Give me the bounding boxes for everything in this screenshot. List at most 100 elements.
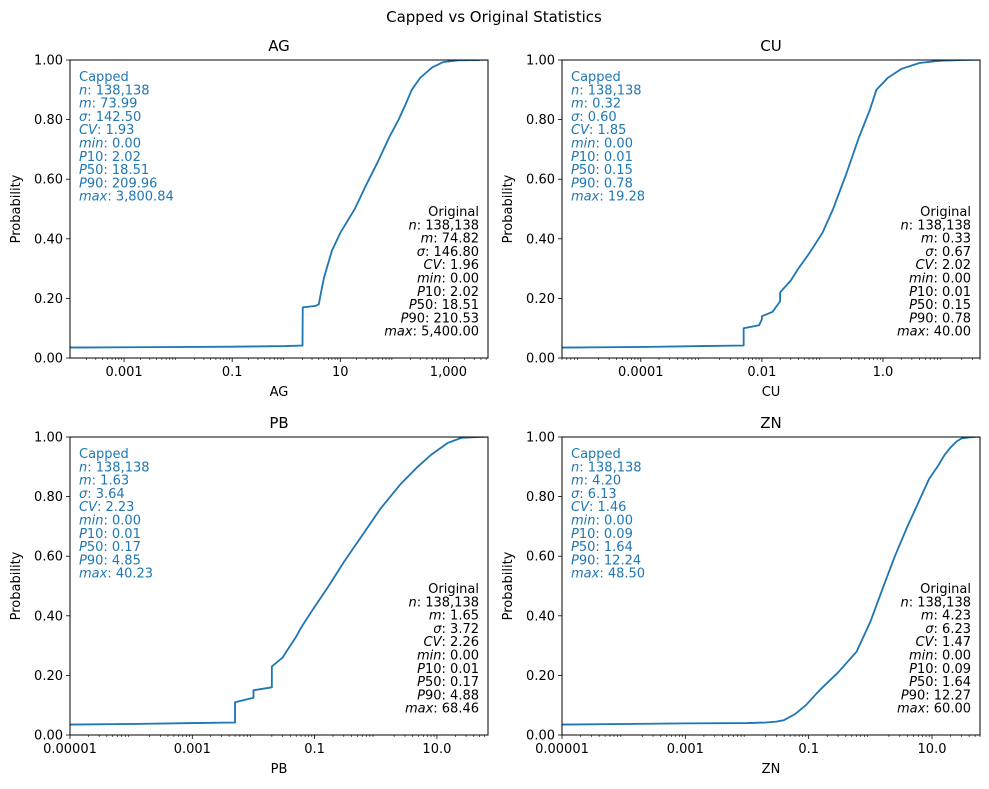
capped-stat-line: P90: 4.85 — [79, 553, 141, 568]
axes-frame — [561, 436, 981, 736]
capped-stat-line: n: 138,138 — [79, 83, 150, 98]
original-stat-line: CV: 2.26 — [424, 635, 479, 650]
capped-stat-line: min: 0.00 — [571, 137, 633, 152]
original-stat-line: m: 0.33 — [921, 232, 971, 247]
y-axis-label: Probability — [9, 551, 24, 620]
original-stat-line: P10: 0.01 — [417, 662, 479, 677]
original-stat-line: min: 0.00 — [417, 649, 479, 664]
capped-stat-line: max: 48.50 — [571, 567, 645, 582]
capped-stat-line: P50: 1.64 — [571, 540, 633, 555]
original-stat-line: P90: 0.78 — [909, 311, 971, 326]
y-tick-label: 0.60 — [34, 173, 63, 188]
original-header: Original — [920, 205, 971, 220]
y-tick-label: 0.80 — [34, 113, 63, 128]
capped-stat-line: CV: 1.85 — [571, 123, 626, 138]
x-tick-label: 0.001 — [105, 365, 142, 380]
original-stat-line: P90: 210.53 — [401, 311, 479, 326]
y-tick-label: 0.20 — [34, 669, 63, 684]
capped-stat-line: P90: 12.24 — [571, 553, 641, 568]
y-tick-label: 1.00 — [526, 54, 555, 69]
original-stat-line: σ: 0.67 — [925, 245, 971, 260]
y-axis-label: Probability — [9, 174, 24, 243]
capped-stat-line: P90: 209.96 — [79, 176, 157, 191]
capped-stat-line: min: 0.00 — [79, 514, 141, 529]
y-tick-label: 0.20 — [34, 292, 63, 307]
original-stat-line: P50: 0.17 — [417, 675, 479, 690]
capped-stat-line: n: 138,138 — [571, 83, 642, 98]
y-tick-label: 0.80 — [526, 490, 555, 505]
x-tick-label: 10.0 — [918, 742, 947, 757]
axes-frame — [561, 59, 981, 359]
original-header: Original — [428, 582, 479, 597]
y-tick-label: 1.00 — [34, 431, 63, 446]
x-tick-label: 1,000 — [430, 365, 467, 380]
y-tick-label: 0.40 — [526, 609, 555, 624]
original-stat-line: σ: 146.80 — [417, 245, 479, 260]
y-tick-label: 0.60 — [526, 550, 555, 565]
original-stat-line: P90: 12.27 — [901, 688, 971, 703]
original-stat-line: m: 1.65 — [429, 609, 479, 624]
y-tick-label: 0.00 — [34, 729, 63, 744]
panel-cu: CU 0.0001 0.01 1.0 0.00 0.20 0.40 0.60 0.80 1.00 C… — [501, 37, 981, 400]
capped-stat-line: P10: 0.09 — [571, 527, 633, 542]
original-stat-line: max: 60.00 — [897, 702, 971, 717]
capped-stat-line: P90: 0.78 — [571, 176, 633, 191]
x-tick-label: 1.0 — [873, 365, 894, 380]
panel-ag: AG 0.001 0.1 10 1,000 0.00 0.20 0.40 0.60 0.80 1.0… — [9, 37, 489, 400]
capped-stat-line: CV: 2.23 — [79, 500, 134, 515]
capped-stat-line: σ: 142.50 — [79, 110, 141, 125]
y-tick-label: 0.40 — [34, 609, 63, 624]
capped-stat-line: σ: 0.60 — [571, 110, 617, 125]
capped-stat-line: n: 138,138 — [79, 460, 150, 475]
capped-header: Capped — [571, 70, 621, 85]
y-axis-label: Probability — [501, 174, 516, 243]
series-line-original — [562, 60, 980, 349]
x-tick-label: 10.0 — [422, 742, 451, 757]
subplot-title: AG — [268, 37, 290, 55]
panel-pb: PB 0.00001 0.001 0.1 10.0 0.00 0.20 0.40 0.60 0.8… — [9, 414, 489, 777]
original-stat-line: P50: 1.64 — [909, 675, 971, 690]
y-axis-label: Probability — [501, 551, 516, 620]
x-axis-label: PB — [271, 762, 288, 777]
x-tick-label: 0.001 — [667, 742, 704, 757]
x-tick-label: 0.01 — [747, 365, 776, 380]
series-line-original — [70, 60, 488, 349]
x-axis-label: AG — [270, 385, 289, 400]
original-stat-line: m: 4.23 — [921, 609, 971, 624]
capped-stat-line: m: 4.20 — [571, 474, 621, 489]
capped-stat-line: P10: 0.01 — [79, 527, 141, 542]
original-stat-line: min: 0.00 — [909, 272, 971, 287]
y-tick-label: 0.00 — [34, 352, 63, 367]
original-stat-line: CV: 1.96 — [424, 258, 479, 273]
capped-stat-line: σ: 6.13 — [571, 487, 617, 502]
original-stat-line: n: 138,138 — [900, 218, 971, 233]
x-axis-label: CU — [762, 385, 781, 400]
subplot-title: CU — [760, 37, 781, 55]
original-stat-line: P10: 2.02 — [417, 285, 479, 300]
original-stat-line: max: 40.00 — [897, 325, 971, 340]
panels: AG 0.001 0.1 10 1,000 0.00 0.20 0.40 0.60 0.80 1.0… — [9, 37, 981, 777]
capped-stat-line: min: 0.00 — [571, 514, 633, 529]
capped-stat-line: m: 73.99 — [79, 97, 137, 112]
capped-stat-line: m: 1.63 — [79, 474, 129, 489]
axes-frame — [69, 59, 489, 359]
original-stat-line: min: 0.00 — [909, 649, 971, 664]
panel-zn: ZN 0.00001 0.001 0.1 10.0 0.00 0.20 0.40 0.60 0.8… — [501, 414, 981, 777]
original-stat-line: max: 68.46 — [405, 702, 479, 717]
capped-stat-line: CV: 1.93 — [79, 123, 134, 138]
capped-stat-line: P50: 0.17 — [79, 540, 141, 555]
capped-header: Capped — [79, 70, 129, 85]
series-line-original — [562, 437, 980, 726]
minor-ticks — [88, 735, 485, 737]
original-stat-line: n: 138,138 — [408, 218, 479, 233]
x-tick-label: 0.001 — [174, 742, 211, 757]
capped-stat-line: P50: 18.51 — [79, 163, 149, 178]
original-stat-line: m: 74.82 — [421, 232, 479, 247]
original-stat-line: P10: 0.01 — [909, 285, 971, 300]
y-tick-label: 0.60 — [526, 173, 555, 188]
